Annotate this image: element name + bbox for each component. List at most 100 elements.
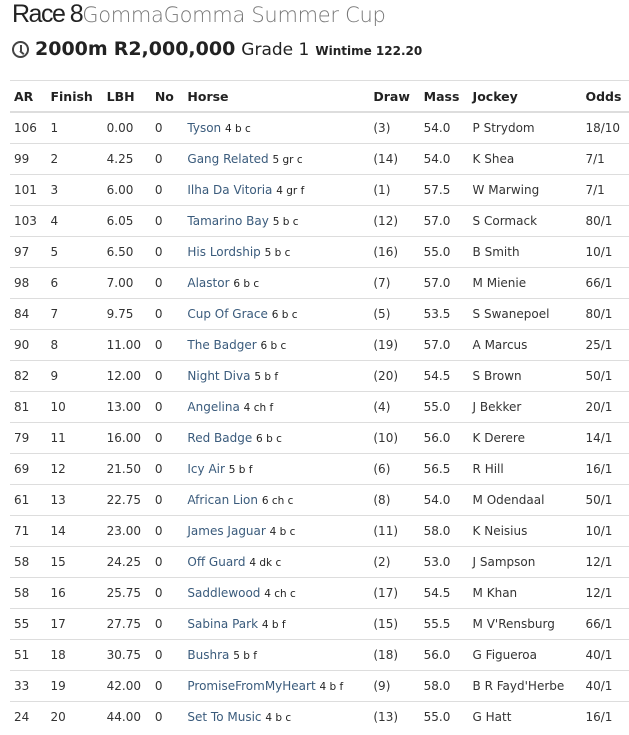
cell-lbh: 25.75	[102, 577, 151, 609]
horse-link[interactable]: Set To Music	[187, 710, 262, 724]
cell-mass: 53.5	[419, 298, 469, 330]
column-header-draw: Draw	[369, 80, 420, 113]
cell-jockey: K Shea	[468, 143, 582, 175]
horse-link[interactable]: Bushra	[187, 648, 230, 662]
cell-ar: 51	[10, 639, 47, 671]
cell-odds: 80/1	[581, 205, 629, 237]
horse-link[interactable]: Off Guard	[187, 555, 246, 569]
horse-details: 4 b c	[269, 526, 296, 538]
cell-no: 0	[150, 236, 184, 268]
horse-link[interactable]: His Lordship	[187, 245, 261, 259]
cell-mass: 55.5	[419, 608, 469, 640]
horse-details: 4 b f	[319, 681, 344, 693]
cell-lbh: 7.00	[102, 267, 151, 299]
table-row: 101 3 6.00 0 Ilha Da Vitoria 4 gr f (1) 57.5 W …	[10, 174, 629, 206]
cell-ar: 82	[10, 360, 47, 392]
cell-draw: (3)	[369, 111, 420, 144]
horse-link[interactable]: Icy Air	[187, 462, 225, 476]
table-row: 51 18 30.75 0 Bushra 5 b f (18) 56.0 G Figueroa…	[10, 639, 629, 671]
cell-finish: 8	[46, 329, 103, 361]
cell-draw: (5)	[369, 298, 420, 330]
cell-no: 0	[150, 205, 184, 237]
cell-odds: 12/1	[581, 546, 629, 578]
horse-link[interactable]: James Jaguar	[187, 524, 266, 538]
cell-jockey: M V'Rensburg	[468, 608, 582, 640]
cell-ar: 90	[10, 329, 47, 361]
table-row: 33 19 42.00 0 PromiseFromMyHeart 4 b f (9) 58.…	[10, 670, 629, 702]
cell-ar: 24	[10, 701, 47, 732]
horse-link[interactable]: Ilha Da Vitoria	[187, 183, 273, 197]
clock-icon	[12, 40, 29, 58]
cell-ar: 55	[10, 608, 47, 640]
cell-horse: His Lordship 5 b c	[183, 236, 370, 268]
cell-horse: Night Diva 5 b f	[183, 360, 370, 392]
cell-jockey: W Marwing	[468, 174, 582, 206]
cell-odds: 66/1	[581, 267, 629, 299]
cell-ar: 97	[10, 236, 47, 268]
cell-lbh: 23.00	[102, 515, 151, 547]
horse-details: 5 b f	[228, 464, 253, 476]
cell-lbh: 11.00	[102, 329, 151, 361]
horse-link[interactable]: Sabina Park	[187, 617, 259, 631]
cell-finish: 17	[46, 608, 103, 640]
horse-link[interactable]: Alastor	[187, 276, 230, 290]
cell-finish: 15	[46, 546, 103, 578]
horse-link[interactable]: Tamarino Bay	[187, 214, 269, 228]
cell-finish: 9	[46, 360, 103, 392]
race-stake: R2,000,000	[113, 38, 236, 60]
cell-jockey: S Swanepoel	[468, 298, 582, 330]
cell-mass: 54.0	[419, 484, 469, 516]
horse-link[interactable]: Cup Of Grace	[187, 307, 268, 321]
cell-no: 0	[150, 577, 184, 609]
cell-draw: (4)	[369, 391, 420, 423]
horse-details: 4 ch c	[264, 588, 296, 600]
cell-odds: 7/1	[581, 174, 629, 206]
cell-no: 0	[150, 111, 184, 144]
cell-mass: 55.0	[419, 701, 469, 732]
horse-link[interactable]: Angelina	[187, 400, 240, 414]
cell-lbh: 4.25	[102, 143, 151, 175]
horse-link[interactable]: Red Badge	[187, 431, 253, 445]
cell-horse: Tamarino Bay 5 b c	[183, 205, 370, 237]
cell-horse: Sabina Park 4 b f	[183, 608, 370, 640]
cell-mass: 58.0	[419, 670, 469, 702]
cell-lbh: 24.25	[102, 546, 151, 578]
cell-finish: 7	[46, 298, 103, 330]
horse-details: 5 b c	[272, 216, 299, 228]
cell-horse: PromiseFromMyHeart 4 b f	[183, 670, 370, 702]
horse-link[interactable]: PromiseFromMyHeart	[187, 679, 316, 693]
cell-no: 0	[150, 267, 184, 299]
horse-link[interactable]: African Lion	[187, 493, 259, 507]
cell-finish: 11	[46, 422, 103, 454]
cell-odds: 16/1	[581, 453, 629, 485]
cell-horse: Bushra 5 b f	[183, 639, 370, 671]
table-row: 71 14 23.00 0 James Jaguar 4 b c (11) 58.0 K Ne…	[10, 515, 629, 547]
cell-jockey: P Strydom	[468, 111, 582, 144]
cell-no: 0	[150, 546, 184, 578]
cell-mass: 56.0	[419, 639, 469, 671]
column-header-horse: Horse	[183, 80, 370, 113]
cell-mass: 54.5	[419, 577, 469, 609]
cell-horse: Gang Related 5 gr c	[183, 143, 370, 175]
horse-link[interactable]: The Badger	[187, 338, 257, 352]
table-row: 84 7 9.75 0 Cup Of Grace 6 b c (5) 53.5 S Swane…	[10, 298, 629, 330]
horse-details: 4 dk c	[249, 557, 282, 569]
cell-finish: 20	[46, 701, 103, 732]
horse-details: 4 ch f	[243, 402, 274, 414]
horse-link[interactable]: Night Diva	[187, 369, 251, 383]
cell-jockey: B Smith	[468, 236, 582, 268]
cell-jockey: S Brown	[468, 360, 582, 392]
cell-draw: (15)	[369, 608, 420, 640]
table-row: 90 8 11.00 0 The Badger 6 b c (19) 57.0 A Marcu…	[10, 329, 629, 361]
race-name: GommaGomma Summer Cup	[82, 3, 386, 27]
cell-lbh: 6.05	[102, 205, 151, 237]
horse-link[interactable]: Tyson	[187, 121, 222, 135]
cell-odds: 50/1	[581, 484, 629, 516]
horse-link[interactable]: Gang Related	[187, 152, 269, 166]
cell-mass: 57.0	[419, 267, 469, 299]
cell-lbh: 27.75	[102, 608, 151, 640]
cell-ar: 106	[10, 111, 47, 144]
cell-no: 0	[150, 515, 184, 547]
horse-link[interactable]: Saddlewood	[187, 586, 261, 600]
cell-finish: 5	[46, 236, 103, 268]
